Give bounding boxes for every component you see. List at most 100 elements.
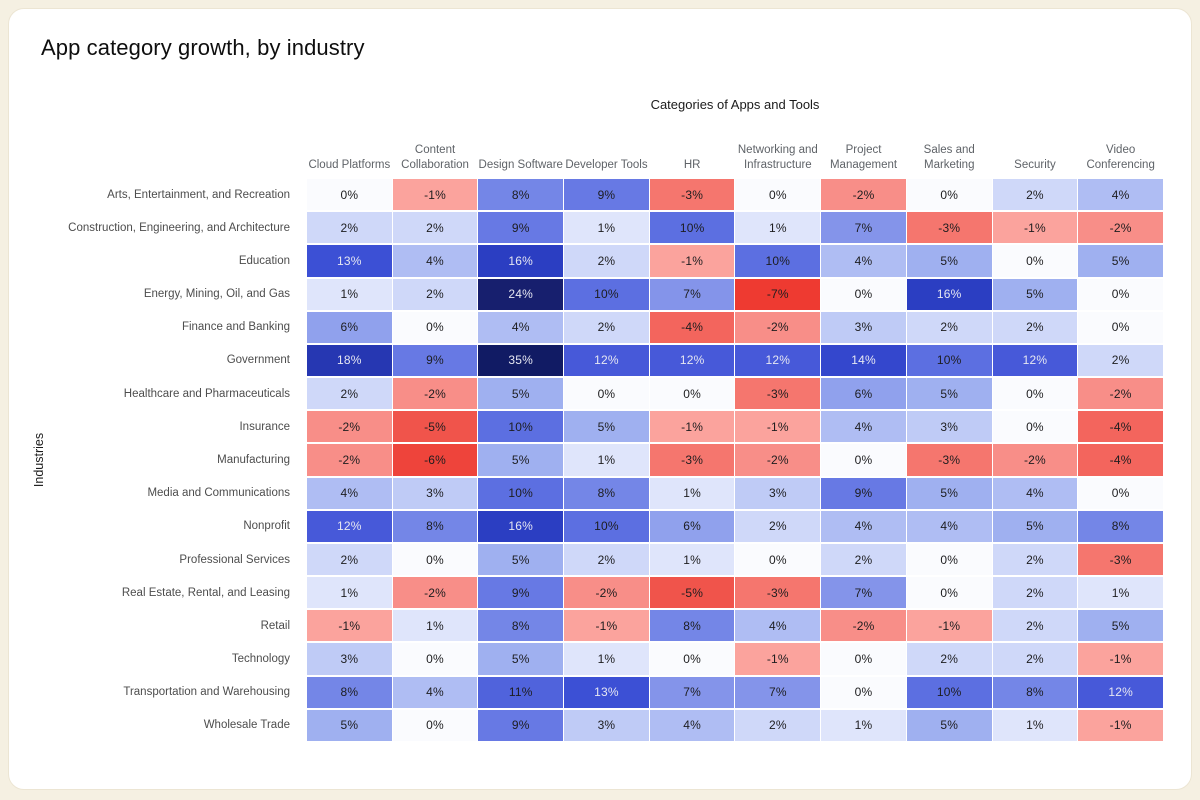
heatmap-cell[interactable]: 10% bbox=[906, 676, 992, 708]
heatmap-cell[interactable]: 10% bbox=[735, 245, 821, 277]
heatmap-cell[interactable]: 0% bbox=[821, 444, 906, 476]
heatmap-cell[interactable]: 0% bbox=[992, 245, 1078, 277]
heatmap-cell[interactable]: 10% bbox=[478, 477, 564, 509]
heatmap-cell[interactable]: 16% bbox=[906, 278, 992, 310]
heatmap-cell[interactable]: -2% bbox=[735, 444, 821, 476]
heatmap-cell[interactable]: 35% bbox=[478, 344, 564, 377]
heatmap-cell[interactable]: -4% bbox=[1078, 411, 1163, 443]
heatmap-cell[interactable]: 12% bbox=[564, 344, 649, 377]
heatmap-cell[interactable]: 2% bbox=[992, 577, 1078, 609]
heatmap-cell[interactable]: -3% bbox=[649, 179, 735, 211]
heatmap-cell[interactable]: -5% bbox=[392, 411, 478, 443]
heatmap-cell[interactable]: 4% bbox=[906, 510, 992, 542]
heatmap-cell[interactable]: -2% bbox=[821, 179, 906, 211]
heatmap-cell[interactable]: -1% bbox=[1078, 643, 1163, 675]
heatmap-cell[interactable]: -2% bbox=[821, 610, 906, 642]
heatmap-cell[interactable]: 9% bbox=[478, 577, 564, 609]
heatmap-cell[interactable]: 2% bbox=[307, 378, 392, 410]
heatmap-cell[interactable]: 12% bbox=[1078, 676, 1163, 708]
heatmap-cell[interactable]: 1% bbox=[564, 212, 649, 244]
heatmap-cell[interactable]: 9% bbox=[392, 344, 478, 377]
heatmap-cell[interactable]: 0% bbox=[992, 378, 1078, 410]
heatmap-cell[interactable]: -1% bbox=[649, 245, 735, 277]
heatmap-cell[interactable]: 6% bbox=[821, 378, 906, 410]
heatmap-cell[interactable]: 1% bbox=[1078, 577, 1163, 609]
heatmap-cell[interactable]: 14% bbox=[821, 344, 906, 377]
heatmap-cell[interactable]: 5% bbox=[906, 477, 992, 509]
heatmap-cell[interactable]: 12% bbox=[735, 344, 821, 377]
heatmap-cell[interactable]: -3% bbox=[906, 212, 992, 244]
heatmap-cell[interactable]: 11% bbox=[478, 676, 564, 708]
heatmap-cell[interactable]: 13% bbox=[307, 245, 392, 277]
heatmap-cell[interactable]: -2% bbox=[307, 444, 392, 476]
heatmap-cell[interactable]: 0% bbox=[392, 709, 478, 741]
heatmap-cell[interactable]: 0% bbox=[564, 378, 649, 410]
heatmap-cell[interactable]: 5% bbox=[992, 278, 1078, 310]
heatmap-cell[interactable]: -3% bbox=[1078, 543, 1163, 576]
heatmap-cell[interactable]: 5% bbox=[564, 411, 649, 443]
heatmap-cell[interactable]: 8% bbox=[307, 676, 392, 708]
heatmap-cell[interactable]: 4% bbox=[821, 245, 906, 277]
heatmap-cell[interactable]: -1% bbox=[307, 610, 392, 642]
heatmap-cell[interactable]: 5% bbox=[906, 709, 992, 741]
heatmap-cell[interactable]: -4% bbox=[649, 311, 735, 343]
heatmap-cell[interactable]: 0% bbox=[906, 543, 992, 576]
heatmap-cell[interactable]: 1% bbox=[564, 444, 649, 476]
heatmap-cell[interactable]: 2% bbox=[906, 643, 992, 675]
heatmap-cell[interactable]: 6% bbox=[307, 311, 392, 343]
heatmap-cell[interactable]: -7% bbox=[735, 278, 821, 310]
heatmap-cell[interactable]: 1% bbox=[735, 212, 821, 244]
heatmap-cell[interactable]: 1% bbox=[992, 709, 1078, 741]
heatmap-cell[interactable]: 1% bbox=[649, 543, 735, 576]
heatmap-cell[interactable]: 5% bbox=[478, 444, 564, 476]
heatmap-cell[interactable]: 0% bbox=[735, 179, 821, 211]
heatmap-cell[interactable]: 9% bbox=[821, 477, 906, 509]
heatmap-cell[interactable]: -1% bbox=[906, 610, 992, 642]
heatmap-cell[interactable]: -1% bbox=[1078, 709, 1163, 741]
heatmap-cell[interactable]: 4% bbox=[992, 477, 1078, 509]
heatmap-cell[interactable]: 0% bbox=[821, 278, 906, 310]
heatmap-cell[interactable]: 0% bbox=[1078, 477, 1163, 509]
heatmap-cell[interactable]: 4% bbox=[649, 709, 735, 741]
heatmap-cell[interactable]: -3% bbox=[649, 444, 735, 476]
heatmap-cell[interactable]: -2% bbox=[307, 411, 392, 443]
heatmap-cell[interactable]: 7% bbox=[649, 278, 735, 310]
heatmap-cell[interactable]: 10% bbox=[906, 344, 992, 377]
heatmap-cell[interactable]: 1% bbox=[392, 610, 478, 642]
heatmap-cell[interactable]: 2% bbox=[992, 610, 1078, 642]
heatmap-cell[interactable]: 0% bbox=[392, 643, 478, 675]
heatmap-cell[interactable]: 2% bbox=[992, 311, 1078, 343]
heatmap-cell[interactable]: 0% bbox=[1078, 311, 1163, 343]
heatmap-cell[interactable]: 5% bbox=[1078, 245, 1163, 277]
heatmap-cell[interactable]: 5% bbox=[906, 245, 992, 277]
heatmap-cell[interactable]: 3% bbox=[307, 643, 392, 675]
heatmap-cell[interactable]: 12% bbox=[307, 510, 392, 542]
heatmap-cell[interactable]: 8% bbox=[392, 510, 478, 542]
heatmap-cell[interactable]: -5% bbox=[649, 577, 735, 609]
heatmap-cell[interactable]: -2% bbox=[392, 577, 478, 609]
heatmap-cell[interactable]: 0% bbox=[392, 311, 478, 343]
heatmap-cell[interactable]: 12% bbox=[649, 344, 735, 377]
heatmap-cell[interactable]: 4% bbox=[307, 477, 392, 509]
heatmap-cell[interactable]: 4% bbox=[735, 610, 821, 642]
heatmap-cell[interactable]: -3% bbox=[906, 444, 992, 476]
heatmap-cell[interactable]: 2% bbox=[992, 179, 1078, 211]
heatmap-cell[interactable]: 4% bbox=[821, 411, 906, 443]
heatmap-cell[interactable]: 16% bbox=[478, 510, 564, 542]
heatmap-cell[interactable]: 2% bbox=[564, 311, 649, 343]
heatmap-cell[interactable]: 4% bbox=[821, 510, 906, 542]
heatmap-cell[interactable]: 2% bbox=[735, 510, 821, 542]
heatmap-cell[interactable]: 3% bbox=[735, 477, 821, 509]
heatmap-cell[interactable]: 0% bbox=[906, 179, 992, 211]
heatmap-cell[interactable]: 9% bbox=[564, 179, 649, 211]
heatmap-cell[interactable]: 9% bbox=[478, 709, 564, 741]
heatmap-cell[interactable]: 8% bbox=[992, 676, 1078, 708]
heatmap-cell[interactable]: 2% bbox=[992, 543, 1078, 576]
heatmap-cell[interactable]: 4% bbox=[1078, 179, 1163, 211]
heatmap-cell[interactable]: -3% bbox=[735, 577, 821, 609]
heatmap-cell[interactable]: 10% bbox=[649, 212, 735, 244]
heatmap-cell[interactable]: 1% bbox=[649, 477, 735, 509]
heatmap-cell[interactable]: 2% bbox=[906, 311, 992, 343]
heatmap-cell[interactable]: -1% bbox=[564, 610, 649, 642]
heatmap-cell[interactable]: 4% bbox=[392, 676, 478, 708]
